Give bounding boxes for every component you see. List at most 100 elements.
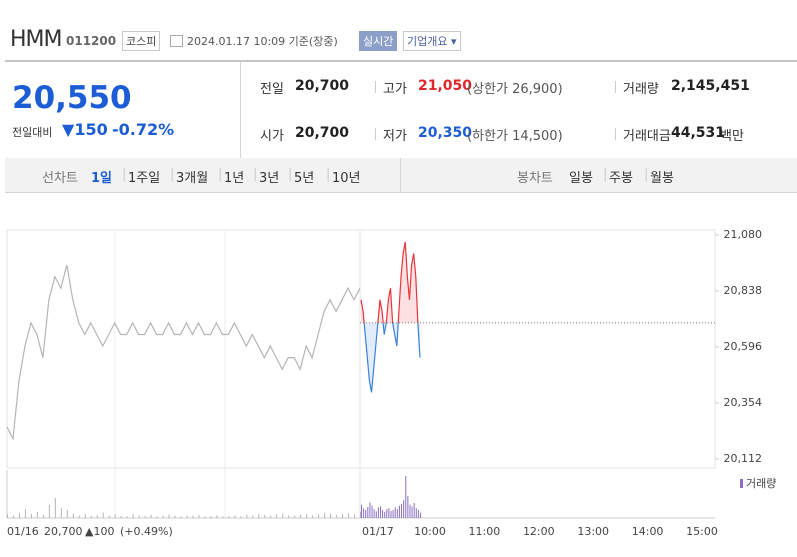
volume-bar — [264, 514, 266, 518]
volume-bar — [246, 514, 248, 518]
period-tab[interactable]: 주봉 — [609, 171, 633, 186]
volume-bar — [96, 514, 98, 518]
period-tab[interactable]: 3개월 — [176, 171, 209, 186]
quote-value: 21,050 — [418, 78, 473, 94]
quote-value: 20,350 — [418, 125, 473, 141]
change-rate: -0.72% — [112, 120, 175, 139]
period-tab[interactable]: 1주일 — [128, 171, 161, 186]
divider — [375, 128, 376, 140]
current-price: 20,550 — [12, 80, 132, 116]
volume-bar — [407, 495, 409, 518]
volume-bar — [388, 508, 390, 518]
volume-bar — [30, 514, 32, 518]
volume-bar — [66, 510, 68, 518]
price-line — [360, 241, 421, 393]
volume-bar — [12, 515, 14, 518]
x-time-label: 12:00 — [523, 525, 555, 538]
stock-name: HMM — [10, 27, 63, 52]
volume-bar — [405, 476, 407, 518]
quote-label: 저가 — [383, 129, 407, 144]
volume-bar — [108, 515, 110, 518]
volume-bar — [318, 514, 320, 518]
quote-note: (하한가 14,500) — [467, 129, 563, 144]
period-tab[interactable]: 1일 — [91, 171, 113, 186]
company-info-button[interactable]: 기업개요 ▾ — [403, 31, 461, 51]
volume-bar — [156, 516, 158, 518]
period-tab[interactable]: 일봉 — [569, 171, 593, 186]
x-time-label: 13:00 — [577, 525, 609, 538]
volume-bar — [150, 514, 152, 518]
volume-bar — [375, 511, 377, 518]
tab-separator: | — [218, 167, 223, 182]
period-tab[interactable]: 1년 — [224, 171, 245, 186]
quote-note: (상한가 26,900) — [467, 82, 563, 97]
tab-separator: | — [122, 167, 127, 182]
x-time-label: 14:00 — [632, 525, 664, 538]
timestamp: 2024.01.17 10:09 기준(장중) — [187, 35, 338, 48]
x-time-label: 11:00 — [469, 525, 501, 538]
volume-bar — [379, 506, 381, 518]
tab-separator: | — [326, 167, 331, 182]
volume-bar — [240, 516, 242, 518]
candle-chart-label: 봉차트 — [517, 171, 553, 186]
volume-bar — [413, 502, 415, 518]
volume-bar — [138, 515, 140, 518]
quote-label: 시가 — [260, 129, 284, 144]
prev-close-summary: 20,700 — [44, 525, 83, 538]
realtime-button[interactable]: 실시간 — [359, 31, 398, 51]
volume-bar — [198, 514, 200, 518]
quote-label: 전일 — [260, 82, 284, 97]
divider — [375, 81, 376, 93]
volume-bar — [84, 514, 86, 518]
market-badge: 코스피 — [122, 31, 161, 51]
volume-bar — [72, 513, 74, 518]
quote-value: 20,700 — [295, 125, 350, 141]
company-info-label: 기업개요 — [407, 35, 448, 48]
volume-bar — [369, 502, 371, 518]
tab-separator: | — [288, 167, 293, 182]
volume-bar — [24, 509, 26, 518]
line-chart-label: 선차트 — [42, 171, 78, 186]
volume-bar — [216, 515, 218, 518]
volume-bar — [102, 512, 104, 518]
volume-bar — [42, 514, 44, 518]
volume-bar — [348, 513, 350, 518]
tab-divider — [400, 158, 401, 192]
volume-bar — [415, 508, 417, 518]
volume-bar — [384, 511, 386, 518]
divider — [615, 128, 616, 140]
period-tab[interactable]: 10년 — [332, 171, 361, 186]
volume-bar — [222, 516, 224, 518]
volume-bar — [36, 511, 38, 518]
price-line — [6, 264, 361, 441]
volume-bar — [192, 515, 194, 518]
period-tab[interactable]: 5년 — [294, 171, 315, 186]
volume-bar — [18, 512, 20, 518]
volume-bar — [390, 510, 392, 518]
volume-bar — [396, 509, 398, 518]
tab-separator: | — [603, 167, 608, 182]
volume-bar — [394, 507, 396, 518]
volume-bar — [373, 509, 375, 518]
volume-bar — [276, 514, 278, 518]
price-area — [361, 241, 420, 393]
period-tab[interactable]: 월봉 — [650, 171, 674, 186]
y-tick-label: 20,112 — [724, 452, 763, 465]
prev-change-summary: ▲100 — [85, 525, 114, 538]
volume-bar — [228, 515, 230, 518]
quote-panel: 20,550 전일대비 ▼150 -0.72% 전일 20,700 고가 21,050… — [5, 60, 797, 161]
volume-bar — [392, 510, 394, 518]
volume-bar — [306, 514, 308, 518]
volume-bar — [204, 516, 206, 518]
volume-bar — [417, 510, 419, 518]
volume-bar — [324, 512, 326, 518]
volume-bar — [78, 515, 80, 518]
period-tab[interactable]: 3년 — [259, 171, 280, 186]
x-date-label: 01/16 — [7, 525, 39, 538]
quote-value: 20,700 — [295, 78, 350, 94]
volume-bar — [411, 506, 413, 518]
volume-bar — [342, 514, 344, 518]
volume-bar — [354, 514, 356, 518]
change-value: 150 — [74, 120, 108, 139]
